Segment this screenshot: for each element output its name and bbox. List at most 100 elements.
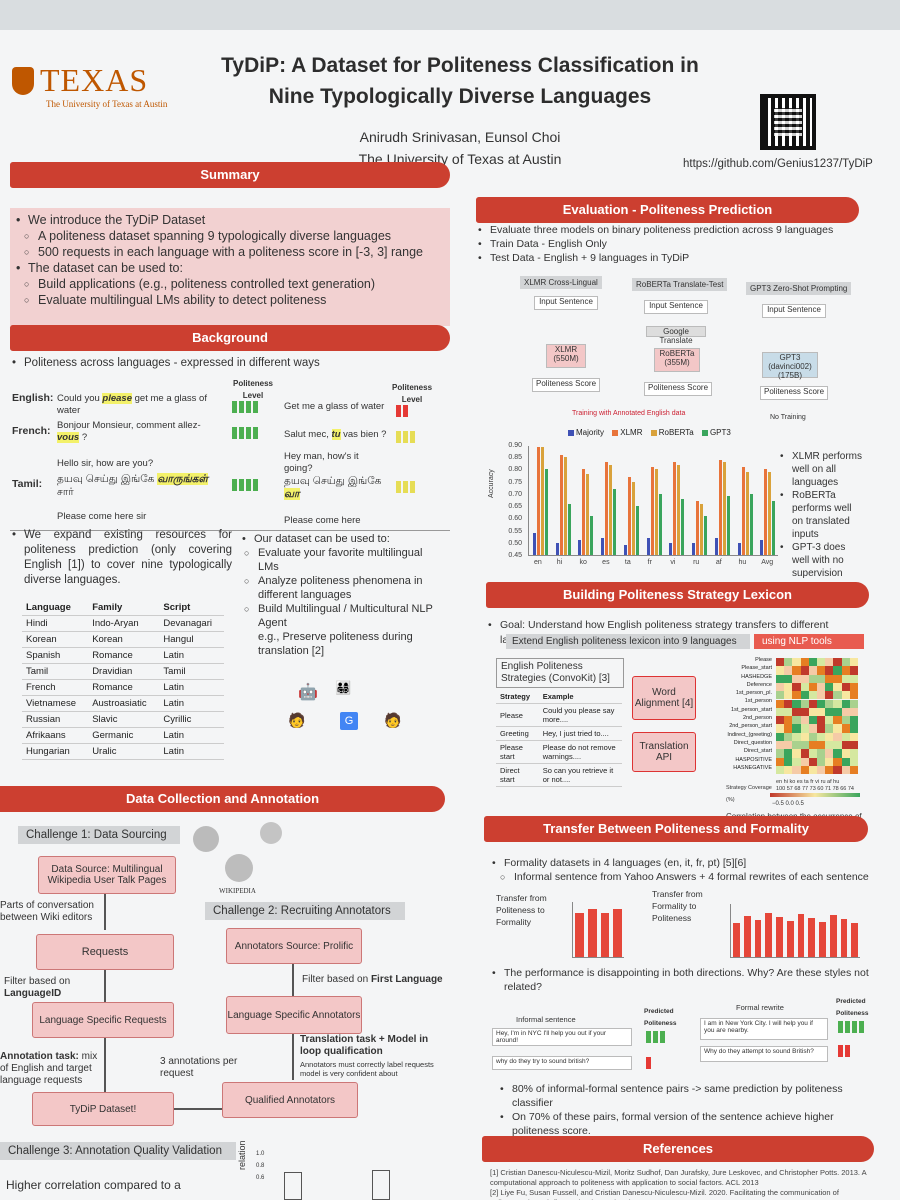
- politeness-bar-high: [646, 1030, 667, 1048]
- google-translate-box: Google Translate: [646, 326, 706, 345]
- heatmap-cell: [833, 716, 842, 725]
- heatmap-cell: [833, 658, 842, 667]
- heatmap-cell: [792, 757, 801, 766]
- table-cell: Dravidian: [88, 663, 160, 680]
- coverage-values: 100 57 68 77 73 60 71 78 66 74: [776, 786, 854, 792]
- nlp-tools-banner: using NLP tools: [754, 634, 864, 649]
- x-tick-label: hu: [738, 559, 747, 566]
- transfer-finding: 80% of informal-formal sentence pairs ->…: [498, 1082, 872, 1110]
- logo-text: TEXAS: [40, 62, 149, 98]
- x-tick-label: ko: [579, 559, 587, 566]
- legend-label: XLMR: [620, 428, 643, 437]
- transfer-bar: [808, 918, 815, 957]
- heatmap-cell: [784, 666, 793, 675]
- usage-item: Build Multilingual / Multicultural NLP A…: [234, 602, 435, 630]
- heatmap-row-label: HASHEDGE: [741, 673, 772, 680]
- heatmap-cell: [825, 724, 834, 733]
- heatmap-row-label: 1st_person: [744, 698, 772, 705]
- tamil-translation-polite: Please come here sir: [57, 511, 147, 522]
- heatmap-cell: [849, 682, 858, 692]
- bar-roberta-hu: [745, 471, 749, 555]
- wikipedia-globe-icon: [260, 822, 282, 844]
- french-label: French:: [12, 425, 51, 437]
- bar-xlmr-en: [537, 447, 540, 555]
- x-tick-label: es: [602, 559, 610, 566]
- bar-roberta-en: [541, 447, 544, 555]
- bar-majority-Avg: [760, 540, 764, 555]
- heatmap-cell: [792, 741, 801, 750]
- summary-bullet: We introduce the TyDiP Dataset: [14, 212, 446, 228]
- heatmap-cell: [833, 757, 842, 766]
- robot-icon: 🤖: [298, 684, 318, 701]
- ut-seal-icon: [12, 66, 34, 95]
- heatmap-cell: [825, 757, 834, 766]
- text-span: தயவு செய்து இங்கே: [284, 475, 382, 487]
- english-impolite-sentence: Get me a glass of water: [284, 401, 385, 412]
- bar-xlmr-ru: [696, 501, 700, 555]
- background-heading: Background: [10, 325, 450, 351]
- table-cell: Latin: [159, 679, 224, 696]
- authors: Anirudh Srinivasan, Eunsol Choi: [359, 129, 561, 145]
- transfer-bullet: The performance is disappointing in both…: [490, 966, 872, 994]
- informal-header: Informal sentence: [516, 1015, 576, 1024]
- heatmap-cell: [841, 691, 850, 700]
- heatmap-cell: [841, 741, 850, 750]
- bar-xlmr-ko: [582, 469, 586, 555]
- heatmap-cell: [817, 691, 826, 700]
- tamil-label: Tamil:: [12, 478, 43, 490]
- data-source-box: Data Source: Multilingual Wikipedia User…: [38, 856, 176, 894]
- bar-roberta-ru: [700, 503, 704, 555]
- expand-text: We expand existing resources for politen…: [10, 528, 232, 588]
- heatmap-cell: [849, 699, 858, 708]
- transfer-chart1-title: Transfer from Politeness to Formality: [496, 893, 547, 927]
- predicted-header: Predicted Politeness: [644, 1008, 677, 1027]
- heatmap-cell: [784, 716, 793, 725]
- qr-code-icon[interactable]: [760, 94, 816, 150]
- table-cell: Hey, I just tried to....: [538, 726, 622, 741]
- heatmap-cell: [841, 757, 850, 766]
- formality-to-politeness-chart: [730, 904, 860, 958]
- bar-gpt3-hu: [749, 493, 753, 555]
- evaluation-bullet: Train Data - English Only: [476, 237, 859, 251]
- heatmap-cell: [833, 682, 842, 692]
- strategy-heatmap: [776, 658, 858, 775]
- colorbar-scale: −0.5 0.0 0.5: [772, 801, 804, 807]
- data-collection-heading: Data Collection and Annotation: [0, 786, 445, 812]
- text-span: 0.6: [256, 1175, 265, 1181]
- heatmap-cell: [808, 716, 817, 725]
- bar-roberta-Avg: [768, 471, 772, 555]
- table-header: Language: [22, 600, 89, 616]
- y-tick-label: 0.50: [508, 539, 522, 547]
- bar-gpt3-en: [545, 469, 548, 555]
- github-link[interactable]: https://github.com/Genius1237/TyDiP: [683, 158, 873, 170]
- bar-roberta-ta: [631, 481, 635, 555]
- table-cell: Russian: [22, 711, 89, 728]
- heatmap-cell: [833, 691, 842, 700]
- wikipedia-globe-icon: [193, 826, 219, 852]
- heatmap-cell: [817, 749, 826, 758]
- heatmap-cell: [841, 724, 850, 733]
- summary-content: We introduce the TyDiP Dataset A politen…: [14, 212, 446, 308]
- table-row: Direct start So can you retrieve it or no…: [496, 763, 622, 787]
- heatmap-cell: [849, 757, 858, 766]
- transfer-bar: [819, 922, 826, 957]
- transfer-heading: Transfer Between Politeness and Formalit…: [484, 816, 868, 842]
- background-intro: Politeness across languages - expressed …: [10, 356, 450, 371]
- bar-majority-hu: [737, 542, 741, 555]
- tamil-informal-sentence: தயவு செய்து இங்கே வா: [284, 475, 394, 501]
- heatmap-cell: [825, 765, 834, 775]
- text-span: LanguageID: [4, 988, 62, 999]
- table-header: Family: [88, 600, 160, 616]
- prolific-box: Annotators Source: Prolific: [226, 928, 362, 964]
- evaluation-bullets: Evaluate three models on binary politene…: [476, 223, 859, 265]
- legend-swatch: [701, 429, 708, 436]
- heatmap-cell: [800, 765, 809, 775]
- reference-item: [2] Liye Fu, Susan Fussell, and Cristian…: [490, 1188, 839, 1200]
- politeness-level-label: Politeness Level: [232, 379, 273, 400]
- heatmap-cell: [776, 732, 785, 741]
- text-span: mix of English and target language reque…: [0, 1051, 98, 1086]
- transfer-bullets: Formality datasets in 4 languages (en, i…: [490, 856, 870, 884]
- y-tick-label: 0.75: [508, 478, 522, 486]
- table-cell: Hangul: [159, 631, 224, 648]
- heatmap-cell: [825, 749, 834, 758]
